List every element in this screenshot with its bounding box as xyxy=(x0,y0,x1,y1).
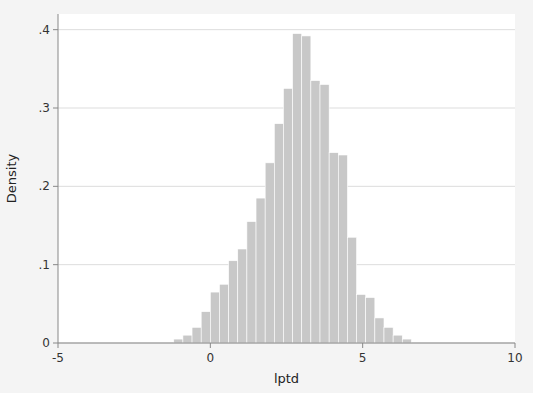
y-tick xyxy=(53,186,58,187)
bar xyxy=(293,34,302,343)
bar xyxy=(311,81,320,343)
bar xyxy=(229,261,238,343)
bar xyxy=(357,294,366,343)
y-tick-label: .4 xyxy=(39,23,50,37)
bar xyxy=(384,327,393,343)
x-tick-label: 10 xyxy=(507,351,522,365)
x-axis-label: lptd xyxy=(274,371,299,386)
bar xyxy=(338,155,347,343)
bar xyxy=(201,312,210,343)
bar xyxy=(265,163,274,343)
bar xyxy=(402,339,411,343)
y-tick-label: 0 xyxy=(42,336,50,350)
y-tick xyxy=(53,264,58,265)
bar xyxy=(302,36,311,343)
bars xyxy=(174,34,412,343)
bar xyxy=(274,124,283,343)
y-tick xyxy=(53,343,58,344)
bar xyxy=(393,335,402,343)
bar xyxy=(219,284,228,343)
bar xyxy=(174,339,183,343)
bar xyxy=(283,88,292,343)
x-tick xyxy=(210,343,211,348)
bar xyxy=(347,237,356,343)
bar xyxy=(366,298,375,343)
y-axis-line xyxy=(58,14,59,343)
grid-line xyxy=(58,343,515,344)
grid-line xyxy=(58,29,515,30)
x-tick-label: 0 xyxy=(207,351,215,365)
x-tick-label: 5 xyxy=(359,351,367,365)
y-tick-label: .2 xyxy=(39,179,50,193)
plot-area xyxy=(58,14,515,343)
bar xyxy=(210,292,219,343)
bar xyxy=(247,222,256,343)
bar xyxy=(192,327,201,343)
x-axis-line xyxy=(58,343,515,344)
bar xyxy=(320,85,329,344)
bar xyxy=(183,335,192,343)
y-tick xyxy=(53,108,58,109)
bar xyxy=(238,249,247,343)
y-axis-label: Density xyxy=(4,153,19,203)
bar xyxy=(256,198,265,343)
y-tick-label: .1 xyxy=(39,258,50,272)
x-tick xyxy=(362,343,363,348)
x-tick xyxy=(58,343,59,348)
x-tick-label: -5 xyxy=(52,351,64,365)
bar xyxy=(375,318,384,343)
y-tick xyxy=(53,29,58,30)
x-tick xyxy=(515,343,516,348)
y-tick-label: .3 xyxy=(39,101,50,115)
bar xyxy=(329,153,338,343)
chart: 0.1.2.3.4-50510lptdDensity xyxy=(0,0,533,393)
